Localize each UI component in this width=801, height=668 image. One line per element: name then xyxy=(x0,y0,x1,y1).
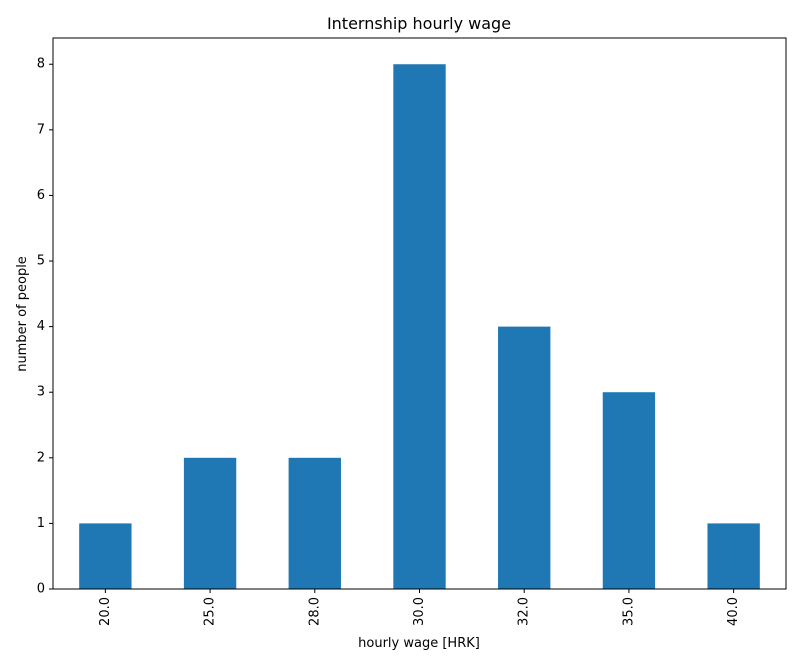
y-tick-label: 0 xyxy=(37,582,45,597)
bar-35.0 xyxy=(602,392,656,589)
bar-20.0 xyxy=(79,523,132,589)
y-tick-label: 1 xyxy=(37,516,45,531)
bar-40.0 xyxy=(707,523,760,589)
bar-25.0 xyxy=(183,457,237,589)
bar-32.0 xyxy=(498,326,551,589)
x-tick-label: 35.0 xyxy=(621,597,636,626)
y-tick-label: 2 xyxy=(37,450,45,465)
x-tick-label: 20.0 xyxy=(98,597,113,626)
x-tick-label: 32.0 xyxy=(517,597,532,626)
y-tick-label: 7 xyxy=(37,122,45,137)
y-tick-label: 5 xyxy=(37,254,45,269)
x-tick-label: 40.0 xyxy=(726,597,741,626)
y-tick-label: 3 xyxy=(37,385,45,400)
plot-frame xyxy=(52,37,787,590)
bar-30.0 xyxy=(393,64,446,589)
x-tick-label: 25.0 xyxy=(203,597,218,626)
chart-title: Internship hourly wage xyxy=(327,14,511,33)
y-tick-label: 8 xyxy=(37,57,45,72)
y-axis-label: number of people xyxy=(15,256,30,372)
x-axis-label: hourly wage [HRK] xyxy=(358,636,480,651)
bars-group xyxy=(79,64,760,589)
bar-28.0 xyxy=(288,457,341,589)
y-axis: 0 1 2 3 4 5 6 7 8 xyxy=(37,57,53,597)
x-tick-label: 28.0 xyxy=(307,597,322,626)
y-tick-label: 4 xyxy=(37,319,45,334)
y-tick-label: 6 xyxy=(37,188,45,203)
x-axis: 20.0 25.0 28.0 30.0 32.0 35.0 40.0 xyxy=(98,589,741,626)
x-tick-label: 30.0 xyxy=(412,597,427,626)
